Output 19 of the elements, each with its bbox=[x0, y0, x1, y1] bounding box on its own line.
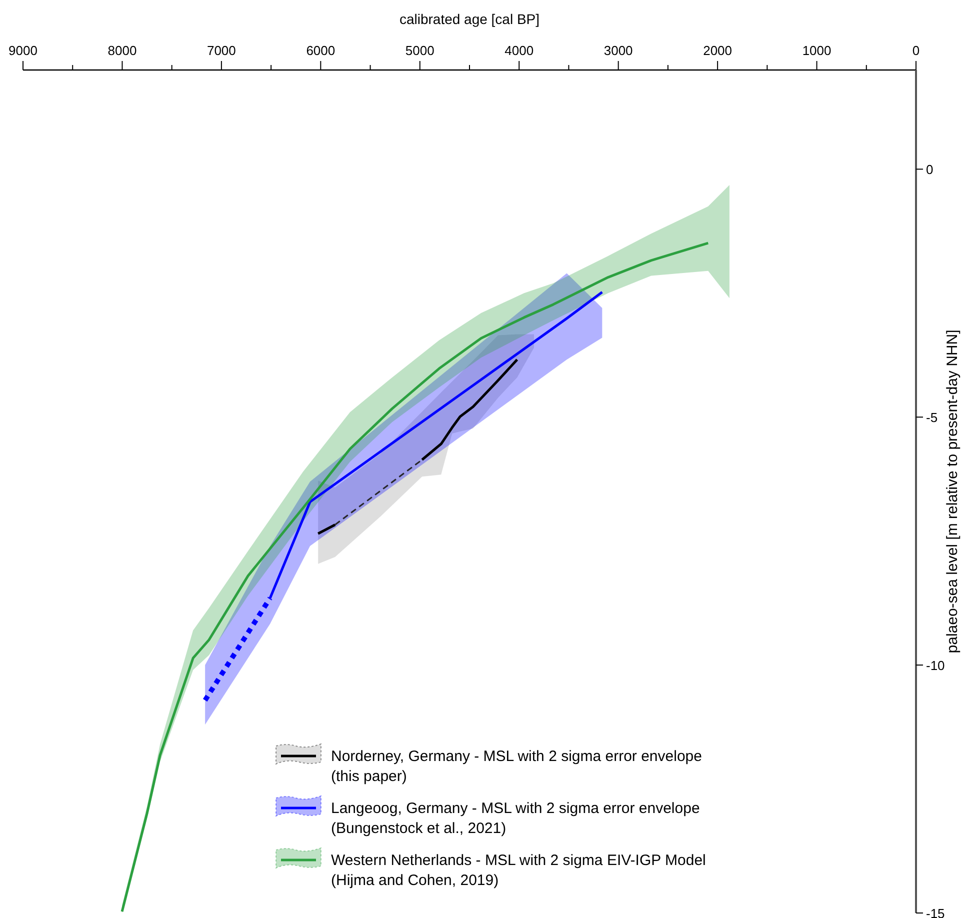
x-tick-label: 3000 bbox=[604, 43, 633, 58]
y-tick-label: 0 bbox=[926, 162, 934, 178]
x-tick-label: 1000 bbox=[802, 43, 832, 58]
x-tick-label: 5000 bbox=[405, 43, 434, 58]
x-tick-label: 7000 bbox=[206, 43, 236, 58]
x-tick-label: 0 bbox=[912, 43, 920, 58]
x-tick-label: 2000 bbox=[703, 43, 732, 58]
x-tick-label: 9000 bbox=[8, 43, 38, 58]
y-tick-label: -10 bbox=[926, 658, 945, 674]
y-axis-title: palaeo-sea level [m relative to present-day NHN] bbox=[944, 330, 961, 654]
legend-label: Western Netherlands - MSL with 2 sigma EIV-IGP Model (Hijma and Cohen, 2019) bbox=[331, 852, 706, 889]
x-axis-title: calibrated age [cal BP] bbox=[399, 11, 540, 27]
y-tick-label: -15 bbox=[926, 906, 945, 918]
y-tick-label: -5 bbox=[926, 410, 938, 426]
legend-label: Norderney, Germany - MSL with 2 sigma error envelope (this paper) bbox=[331, 748, 702, 785]
x-tick-label: 4000 bbox=[504, 43, 534, 58]
x-tick-label: 8000 bbox=[108, 43, 137, 58]
x-tick-label: 6000 bbox=[306, 43, 336, 58]
legend-label: Langeoog, Germany - MSL with 2 sigma error envelope (Bungenstock et al., 2021) bbox=[331, 800, 700, 837]
